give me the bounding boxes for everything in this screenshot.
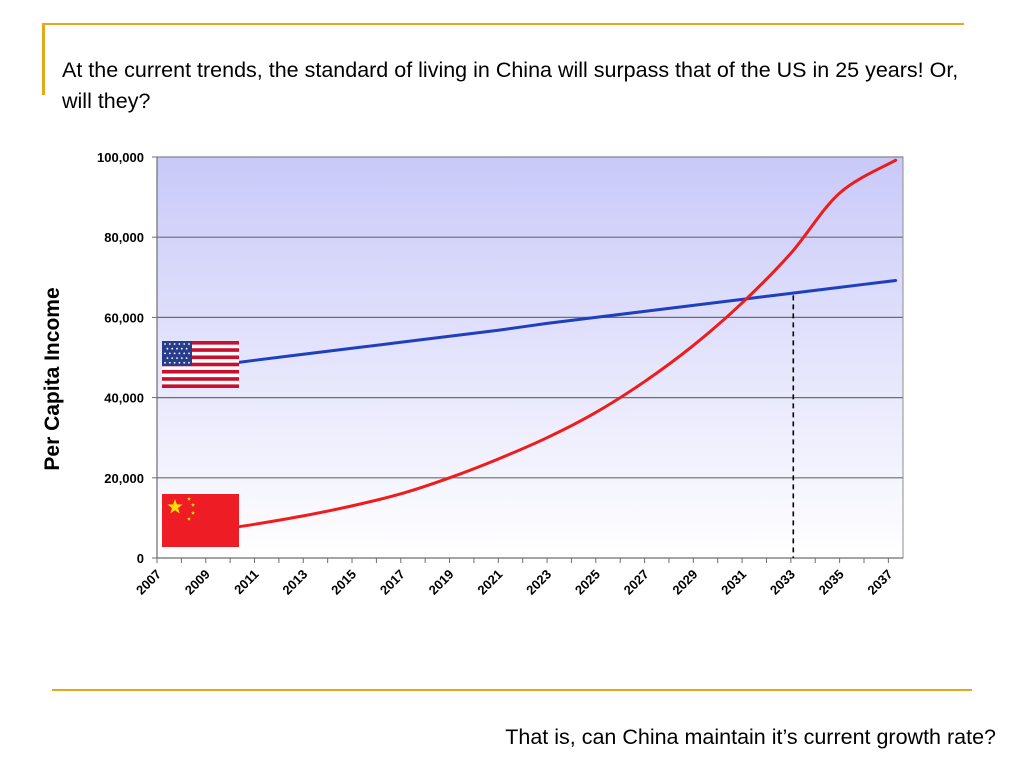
flag-star xyxy=(183,343,186,345)
top-rule xyxy=(44,23,964,25)
flag-stripe xyxy=(162,377,239,381)
flag-star xyxy=(173,343,176,345)
y-tick-label: 40,000 xyxy=(104,391,144,406)
flag-star xyxy=(185,347,188,350)
flag-stripe xyxy=(162,362,239,367)
x-tick-label: 2035 xyxy=(816,567,847,598)
x-tick-label: 2037 xyxy=(864,567,895,598)
flag-star xyxy=(178,361,181,364)
slide-headline: At the current trends, the standard of l… xyxy=(62,58,959,113)
flag-star xyxy=(168,343,171,345)
us-series-line xyxy=(228,279,898,366)
y-tick-label: 0 xyxy=(137,551,144,566)
flag-star xyxy=(188,352,190,355)
flag-star xyxy=(171,357,174,359)
china-series-line xyxy=(228,158,898,530)
flag-star xyxy=(168,361,171,364)
y-tick-label: 60,000 xyxy=(104,310,144,325)
y-tick-label: 80,000 xyxy=(104,230,144,245)
flag-stripe xyxy=(162,384,239,388)
flag-stripe xyxy=(162,369,239,374)
x-tick-label: 2023 xyxy=(523,567,554,598)
x-tick-label: 2013 xyxy=(279,567,310,598)
x-tick-label: 2011 xyxy=(231,567,262,598)
flag-star xyxy=(173,352,176,355)
flag-star xyxy=(180,357,183,359)
flag-star xyxy=(164,361,166,364)
flag-stripe xyxy=(162,348,239,352)
x-tick-label: 2015 xyxy=(328,567,359,598)
flag-star xyxy=(188,343,190,345)
flag-star xyxy=(188,361,190,364)
x-tick-label: 2033 xyxy=(767,567,798,598)
flag-star xyxy=(186,516,192,521)
flag-stripe xyxy=(162,355,239,360)
x-tick-label: 2029 xyxy=(669,567,700,598)
flag-star xyxy=(183,352,186,355)
flag-star xyxy=(171,347,174,350)
y-tick-label: 100,000 xyxy=(97,150,144,165)
flag-star xyxy=(190,510,196,515)
y-axis-label: Per Capita Income xyxy=(41,287,64,470)
flag-star xyxy=(164,352,166,355)
flag-star xyxy=(190,502,196,507)
flag-star xyxy=(178,343,181,345)
flag-star xyxy=(180,347,183,350)
us-flag-icon xyxy=(162,341,239,388)
flag-star xyxy=(178,352,181,355)
bottom-rule xyxy=(52,689,972,691)
flag-star xyxy=(168,352,171,355)
flag-star xyxy=(176,357,178,359)
x-tick-label: 2019 xyxy=(426,567,457,598)
x-tick-label: 2031 xyxy=(718,567,749,598)
footer-question: That is, can China maintain it’s current… xyxy=(505,725,996,749)
flag-star xyxy=(185,357,188,359)
left-rule xyxy=(42,23,45,95)
y-tick-label: 20,000 xyxy=(104,471,144,486)
flag-star xyxy=(164,343,166,345)
flag-star xyxy=(186,496,192,501)
flag-star xyxy=(166,357,169,359)
x-tick-label: 2007 xyxy=(133,567,164,598)
china-flag-icon xyxy=(162,494,239,547)
x-tick-label: 2025 xyxy=(572,567,603,598)
x-tick-label: 2009 xyxy=(182,567,213,598)
x-tick-label: 2021 xyxy=(474,567,505,598)
x-tick-label: 2017 xyxy=(377,567,408,598)
flag-star xyxy=(176,347,178,350)
flag-star xyxy=(183,361,186,364)
x-tick-label: 2027 xyxy=(621,567,652,598)
flag-stripe xyxy=(162,341,239,345)
flag-star xyxy=(166,347,169,350)
flag-star xyxy=(173,361,176,364)
